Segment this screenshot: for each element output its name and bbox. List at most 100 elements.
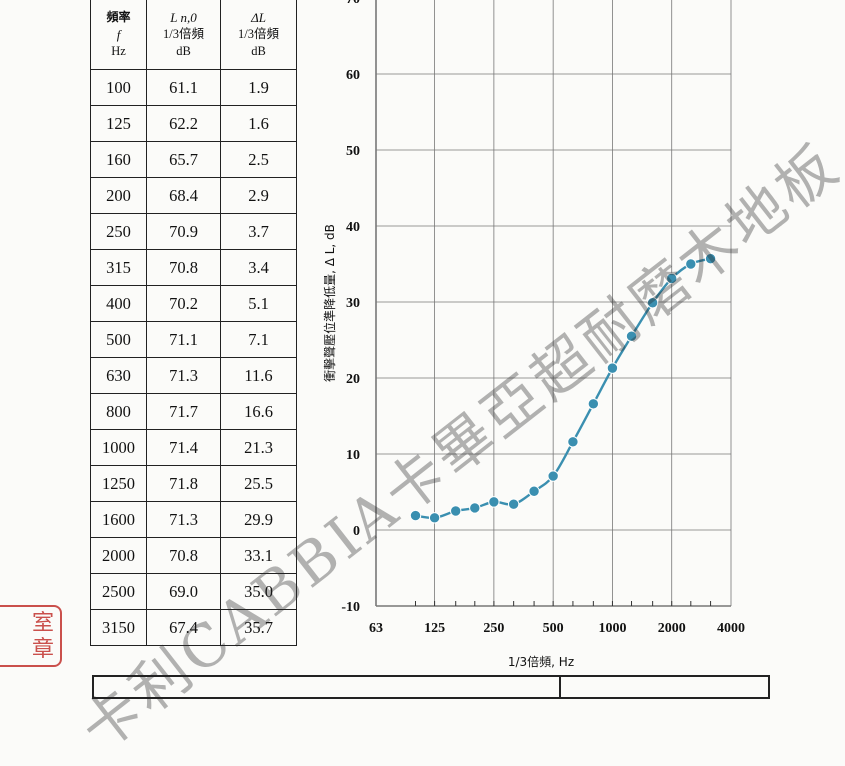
cell-ln0: 71.1: [146, 321, 221, 358]
red-stamp: 室 章: [0, 605, 62, 667]
cell-frequency: 100: [90, 69, 147, 106]
header-frequency: 頻率 f Hz: [90, 0, 147, 70]
cell-frequency: 800: [90, 393, 147, 430]
cell-ln0: 70.8: [146, 537, 221, 574]
table-row: 1000 71.4 21.3: [90, 429, 297, 466]
header-frequency-unit: Hz: [111, 43, 126, 58]
bottom-box-divider: [559, 677, 561, 697]
cell-frequency: 3150: [90, 609, 147, 646]
cell-ln0: 70.8: [146, 249, 221, 286]
data-point: [528, 485, 540, 497]
data-point: [507, 498, 520, 510]
header-ln0-unit: dB: [176, 43, 191, 58]
cell-ln0: 68.4: [146, 177, 221, 214]
cell-ln0: 70.9: [146, 213, 221, 250]
cell-delta-l: 35.0: [220, 573, 297, 610]
cell-frequency: 2000: [90, 537, 147, 574]
cell-delta-l: 33.1: [220, 537, 297, 574]
x-tick-label: 125: [424, 621, 445, 636]
x-tick-label: 63: [369, 621, 383, 636]
header-delta-l-unit: dB: [251, 43, 266, 58]
data-point: [666, 272, 678, 285]
cell-delta-l: 35.7: [220, 609, 297, 646]
cell-ln0: 65.7: [146, 141, 221, 178]
cell-frequency: 1600: [90, 501, 147, 538]
x-tick-label: 2000: [658, 621, 686, 636]
y-tick-label: -10: [341, 600, 360, 615]
data-point: [469, 502, 481, 514]
data-table-container: 頻率 f Hz L n,0 1/3倍頻 dB ΔL 1/3倍頻 dB 100 61…: [90, 0, 297, 662]
chart-y-tick-labels: -10 0 10 20 30 40 50 60 70: [341, 0, 360, 615]
y-tick-label: 40: [346, 220, 360, 235]
cell-ln0: 70.2: [146, 285, 221, 322]
series-line-delta-l: [415, 257, 711, 520]
cell-delta-l: 16.6: [220, 393, 297, 430]
x-axis-label: 1/3倍頻, Hz: [508, 654, 574, 669]
cell-frequency: 630: [90, 357, 147, 394]
cell-delta-l: 3.4: [220, 249, 297, 286]
data-point: [704, 252, 717, 265]
table-row: 125 62.2 1.6: [90, 105, 297, 142]
cell-frequency: 500: [90, 321, 147, 358]
cell-delta-l: 29.9: [220, 501, 297, 538]
table-row: 250 70.9 3.7: [90, 213, 297, 250]
cell-delta-l: 21.3: [220, 429, 297, 466]
cell-ln0: 71.7: [146, 393, 221, 430]
table-row: 3150 67.4 35.7: [90, 609, 297, 646]
table-row: 630 71.3 11.6: [90, 357, 297, 394]
y-tick-label: 70: [346, 0, 360, 7]
header-ln0-symbol: L n,0: [170, 9, 197, 25]
y-axis-label: 衝擊聲壓位準降低量, Δ L, dB: [322, 224, 337, 382]
cell-delta-l: 2.5: [220, 141, 297, 178]
cell-frequency: 315: [90, 249, 147, 286]
cell-ln0: 69.0: [146, 573, 221, 610]
y-tick-label: 60: [346, 68, 360, 83]
cell-ln0: 71.8: [146, 465, 221, 502]
table-row: 100 61.1 1.9: [90, 69, 297, 106]
table-row: 800 71.7 16.6: [90, 393, 297, 430]
data-point: [409, 509, 422, 522]
data-point: [587, 398, 600, 410]
cell-delta-l: 1.9: [220, 69, 297, 106]
chart-minor-ticks: [415, 601, 712, 606]
header-delta-l-symbol: ΔL: [251, 9, 266, 25]
cell-frequency: 125: [90, 105, 147, 142]
y-tick-label: 0: [353, 524, 360, 539]
bottom-info-box: [92, 675, 770, 699]
x-tick-label: 500: [543, 621, 564, 636]
header-ln0-band: 1/3倍頻: [163, 26, 204, 41]
cell-delta-l: 11.6: [220, 357, 297, 394]
cell-delta-l: 2.9: [220, 177, 297, 214]
table-row: 200 68.4 2.9: [90, 177, 297, 214]
x-tick-label: 250: [483, 621, 504, 636]
data-point: [428, 512, 441, 524]
data-point: [450, 505, 462, 517]
cell-frequency: 1250: [90, 465, 147, 502]
data-point: [488, 496, 500, 508]
data-point: [646, 297, 659, 309]
header-delta-l-band: 1/3倍頻: [238, 26, 279, 41]
table-row: 1600 71.3 29.9: [90, 501, 297, 538]
cell-ln0: 67.4: [146, 609, 221, 646]
data-point: [625, 330, 638, 342]
cell-delta-l: 25.5: [220, 465, 297, 502]
table-header-row: 頻率 f Hz L n,0 1/3倍頻 dB ΔL 1/3倍頻 dB: [90, 0, 297, 70]
stamp-line-2: 章: [31, 637, 54, 662]
header-delta-l: ΔL 1/3倍頻 dB: [220, 0, 297, 70]
data-point: [567, 436, 579, 448]
y-tick-label: 50: [346, 144, 360, 159]
data-table: 頻率 f Hz L n,0 1/3倍頻 dB ΔL 1/3倍頻 dB 100 61…: [90, 0, 297, 646]
series-points: [409, 252, 717, 524]
table-row: 500 71.1 7.1: [90, 321, 297, 358]
stamp-line-1: 室: [31, 611, 54, 636]
table-row: 400 70.2 5.1: [90, 285, 297, 322]
cell-frequency: 400: [90, 285, 147, 322]
table-row: 2000 70.8 33.1: [90, 537, 297, 574]
cell-delta-l: 5.1: [220, 285, 297, 322]
data-point: [547, 470, 559, 482]
cell-frequency: 2500: [90, 573, 147, 610]
cell-frequency: 250: [90, 213, 147, 250]
cell-ln0: 61.1: [146, 69, 221, 106]
cell-ln0: 71.3: [146, 501, 221, 538]
cell-delta-l: 7.1: [220, 321, 297, 358]
